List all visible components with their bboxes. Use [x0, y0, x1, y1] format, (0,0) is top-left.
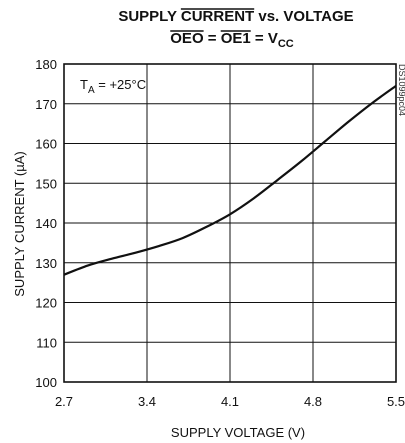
x-axis-label: SUPPLY VOLTAGE (V) — [171, 425, 305, 440]
y-tick-label: 180 — [35, 57, 57, 72]
chart-title-line1: SUPPLY CURRENT vs. VOLTAGE — [118, 8, 353, 25]
y-tick-label: 100 — [35, 375, 57, 390]
y-tick-label: 170 — [35, 97, 57, 112]
figure-reference-label: DS1099pc04 — [397, 64, 405, 116]
y-tick-label: 140 — [35, 216, 57, 231]
series-line — [63, 84, 397, 276]
y-tick-labels: 100 110 120 130 140 150 160 170 180 — [35, 57, 57, 390]
temperature-annotation: TA = +25°C — [80, 77, 146, 96]
x-tick-label: 3.4 — [138, 394, 156, 409]
chart-title-line2: OEO = OE1 = VCC — [170, 30, 294, 50]
x-tick-label: 2.7 — [55, 394, 73, 409]
plot-frame — [63, 63, 397, 383]
y-tick-label: 150 — [35, 176, 57, 191]
y-tick-label: 120 — [35, 296, 57, 311]
x-tick-label: 5.5 — [387, 394, 405, 409]
y-tick-label: 130 — [35, 256, 57, 271]
x-tick-label: 4.8 — [304, 394, 322, 409]
y-axis-label: SUPPLY CURRENT (µA) — [12, 151, 27, 296]
grid — [64, 64, 396, 382]
x-tick-label: 4.1 — [221, 394, 239, 409]
x-tick-labels: 2.7 3.4 4.1 4.8 5.5 — [55, 394, 405, 409]
y-tick-label: 110 — [36, 335, 57, 350]
title-overlines — [170, 8, 255, 32]
y-tick-label: 160 — [35, 137, 57, 152]
